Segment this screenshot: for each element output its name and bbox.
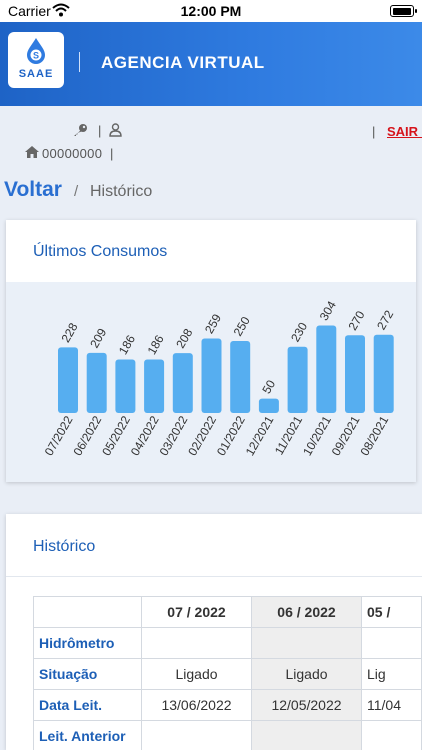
table-header-row: 07 / 2022 06 / 2022 05 / [33,596,422,628]
column-header: 05 / [361,596,422,628]
bar-10/2021[interactable] [316,325,337,413]
water-drop-icon: S [27,38,45,64]
data-label: 272 [374,308,396,333]
logo-text: SAAE [18,68,54,80]
data-label: 230 [288,320,310,345]
separator: | [110,146,114,161]
bar-03/2022[interactable] [172,353,193,413]
data-label: 209 [87,326,109,351]
tick-label: 12/2021 [243,413,277,458]
wifi-icon [52,2,70,21]
status-bar: Carrier 12:00 PM [0,0,422,22]
account-code: 00000000 [42,146,103,161]
table-cell [141,720,252,750]
data-label: 186 [116,332,138,357]
bar-09/2021[interactable] [345,335,365,413]
table-cell: Lig [361,658,422,690]
logout-link[interactable]: SAIR > [387,124,422,139]
table-row: Leit. Anterior [33,720,422,750]
table-row: Data Leit. 13/06/2022 12/05/2022 11/04 [33,689,422,721]
bar-02/2022[interactable] [201,338,222,413]
consumption-chart: 22807/202220906/202218605/202218604/2022… [42,298,397,458]
separator: | [372,124,376,139]
bar-12/2021[interactable] [258,398,279,413]
breadcrumb-separator: / [74,183,79,200]
data-label: 270 [345,308,367,333]
bar-01/2022[interactable] [230,341,251,413]
table-corner [33,596,142,628]
user-bar: | 00000000 | | SAIR > [0,106,422,172]
consumption-title: Últimos Consumos [33,243,168,260]
data-label: 259 [202,311,224,336]
table-cell: 12/05/2022 [251,689,362,721]
table-cell: 13/06/2022 [141,689,252,721]
data-label: 228 [58,320,80,345]
bar-04/2022[interactable] [144,359,165,413]
column-header: 06 / 2022 [251,596,362,628]
bar-08/2021[interactable] [373,334,394,413]
breadcrumb-current: Histórico [90,183,153,200]
history-table: 07 / 2022 06 / 2022 05 / Hidrômetro Situ… [33,596,422,750]
history-title: Histórico [33,538,96,555]
separator: | [98,123,102,138]
table-cell [251,627,362,659]
consumption-card: Últimos Consumos 228 07/2022 209 06/2022 186… [6,220,416,482]
battery-fill [392,7,411,15]
table-row: Hidrômetro [33,627,422,659]
table-cell [361,720,422,750]
clock: 12:00 PM [180,3,242,19]
saae-logo[interactable]: S SAAE [8,32,64,88]
data-label: 50 [259,377,278,396]
table-cell: 11/04 [361,689,422,721]
bar-07/2022[interactable] [58,347,78,413]
back-link[interactable]: Voltar [4,178,62,201]
home-icon[interactable] [24,145,40,162]
svg-text:S: S [33,51,39,61]
table-cell: Ligado [251,658,362,690]
battery-icon [390,5,417,17]
carrier-label: Carrier [8,3,51,19]
column-header: 07 / 2022 [141,596,252,628]
table-cell [141,627,252,659]
row-label: Leit. Anterior [33,720,142,750]
table-cell: Ligado [141,658,252,690]
app-header: S SAAE AGENCIA VIRTUAL [0,22,422,106]
bar-05/2022[interactable] [115,359,136,413]
table-row: Situação Ligado Ligado Lig [33,658,422,690]
tick-label: 08/2021 [357,413,391,458]
data-label: 250 [231,314,253,339]
table-cell [251,720,362,750]
data-label: 186 [145,332,167,357]
bar-06/2022[interactable] [86,352,107,413]
table-cell [361,627,422,659]
row-label: Hidrômetro [33,627,142,659]
key-icon[interactable] [72,123,88,140]
row-label: Data Leit. [33,689,142,721]
data-label: 304 [317,298,339,323]
row-label: Situação [33,658,142,690]
user-icon[interactable] [109,123,122,140]
card-divider [6,576,422,577]
data-label: 208 [173,326,195,351]
bar-11/2021[interactable] [287,346,308,413]
page-title: AGENCIA VIRTUAL [101,53,265,72]
header-divider [79,52,80,72]
